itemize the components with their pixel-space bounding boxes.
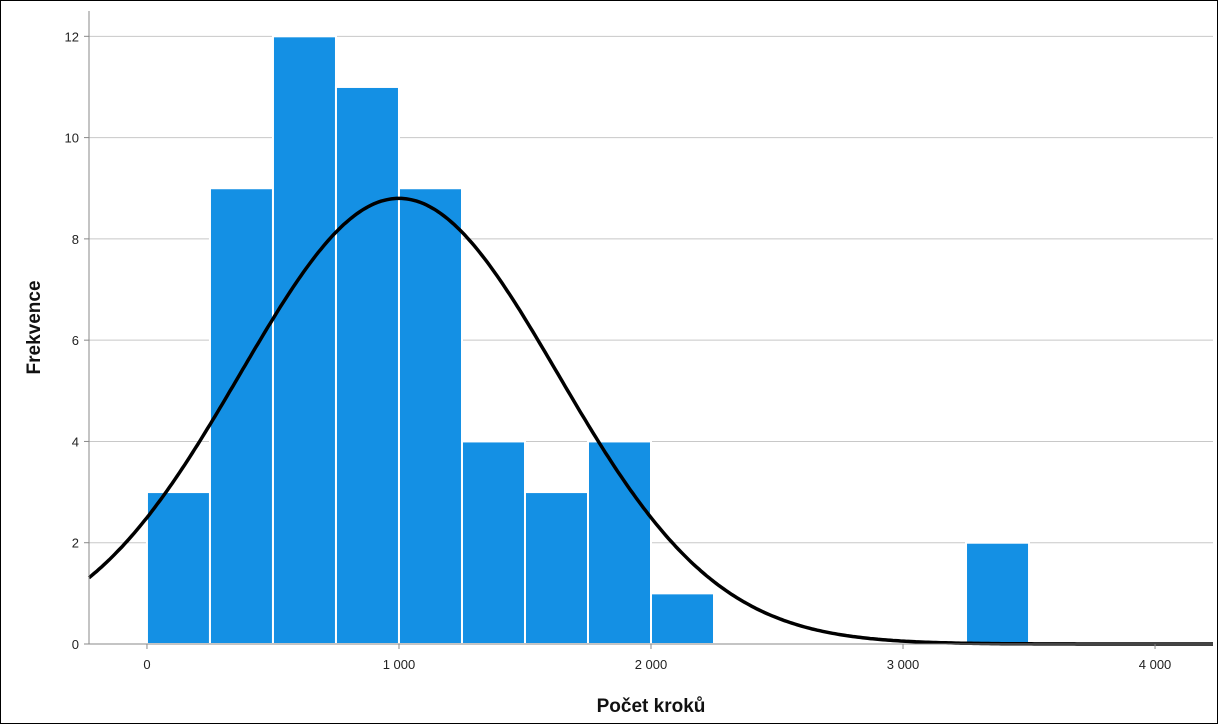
histogram-bar-3: [334, 85, 400, 645]
y-tick-label-10: 10: [65, 131, 79, 146]
histogram-bar-0: [145, 491, 211, 645]
histogram-bar-8: [650, 592, 716, 645]
x-axis-title: Počet kroků: [597, 696, 706, 717]
y-tick-label-0: 0: [72, 637, 79, 652]
histogram-bar-1: [208, 187, 274, 646]
y-tick-labels: 0 2 4 6 8 10 12: [65, 29, 89, 652]
y-tick-label-6: 6: [72, 333, 79, 348]
y-tick-label-12: 12: [65, 29, 79, 44]
y-axis-title: Frekvence: [24, 280, 45, 374]
x-tick-label-3000: 3 000: [887, 657, 920, 672]
histogram-bar-9: [965, 541, 1031, 645]
histogram-bars: [145, 35, 1031, 646]
histogram-bar-5: [460, 440, 526, 645]
x-tick-label-0: 0: [143, 657, 150, 672]
x-tick-label-4000: 4 000: [1139, 657, 1172, 672]
y-tick-label-4: 4: [72, 434, 79, 449]
x-tick-label-2000: 2 000: [635, 657, 668, 672]
histogram-bar-2: [271, 35, 337, 645]
y-tick-label-2: 2: [72, 536, 79, 551]
x-tick-labels: 0 1 000 2 000 3 000 4 000: [143, 644, 1171, 672]
y-tick-label-8: 8: [72, 232, 79, 247]
histogram-bar-6: [523, 491, 589, 645]
x-tick-label-1000: 1 000: [383, 657, 416, 672]
histogram-bar-4: [397, 187, 463, 646]
